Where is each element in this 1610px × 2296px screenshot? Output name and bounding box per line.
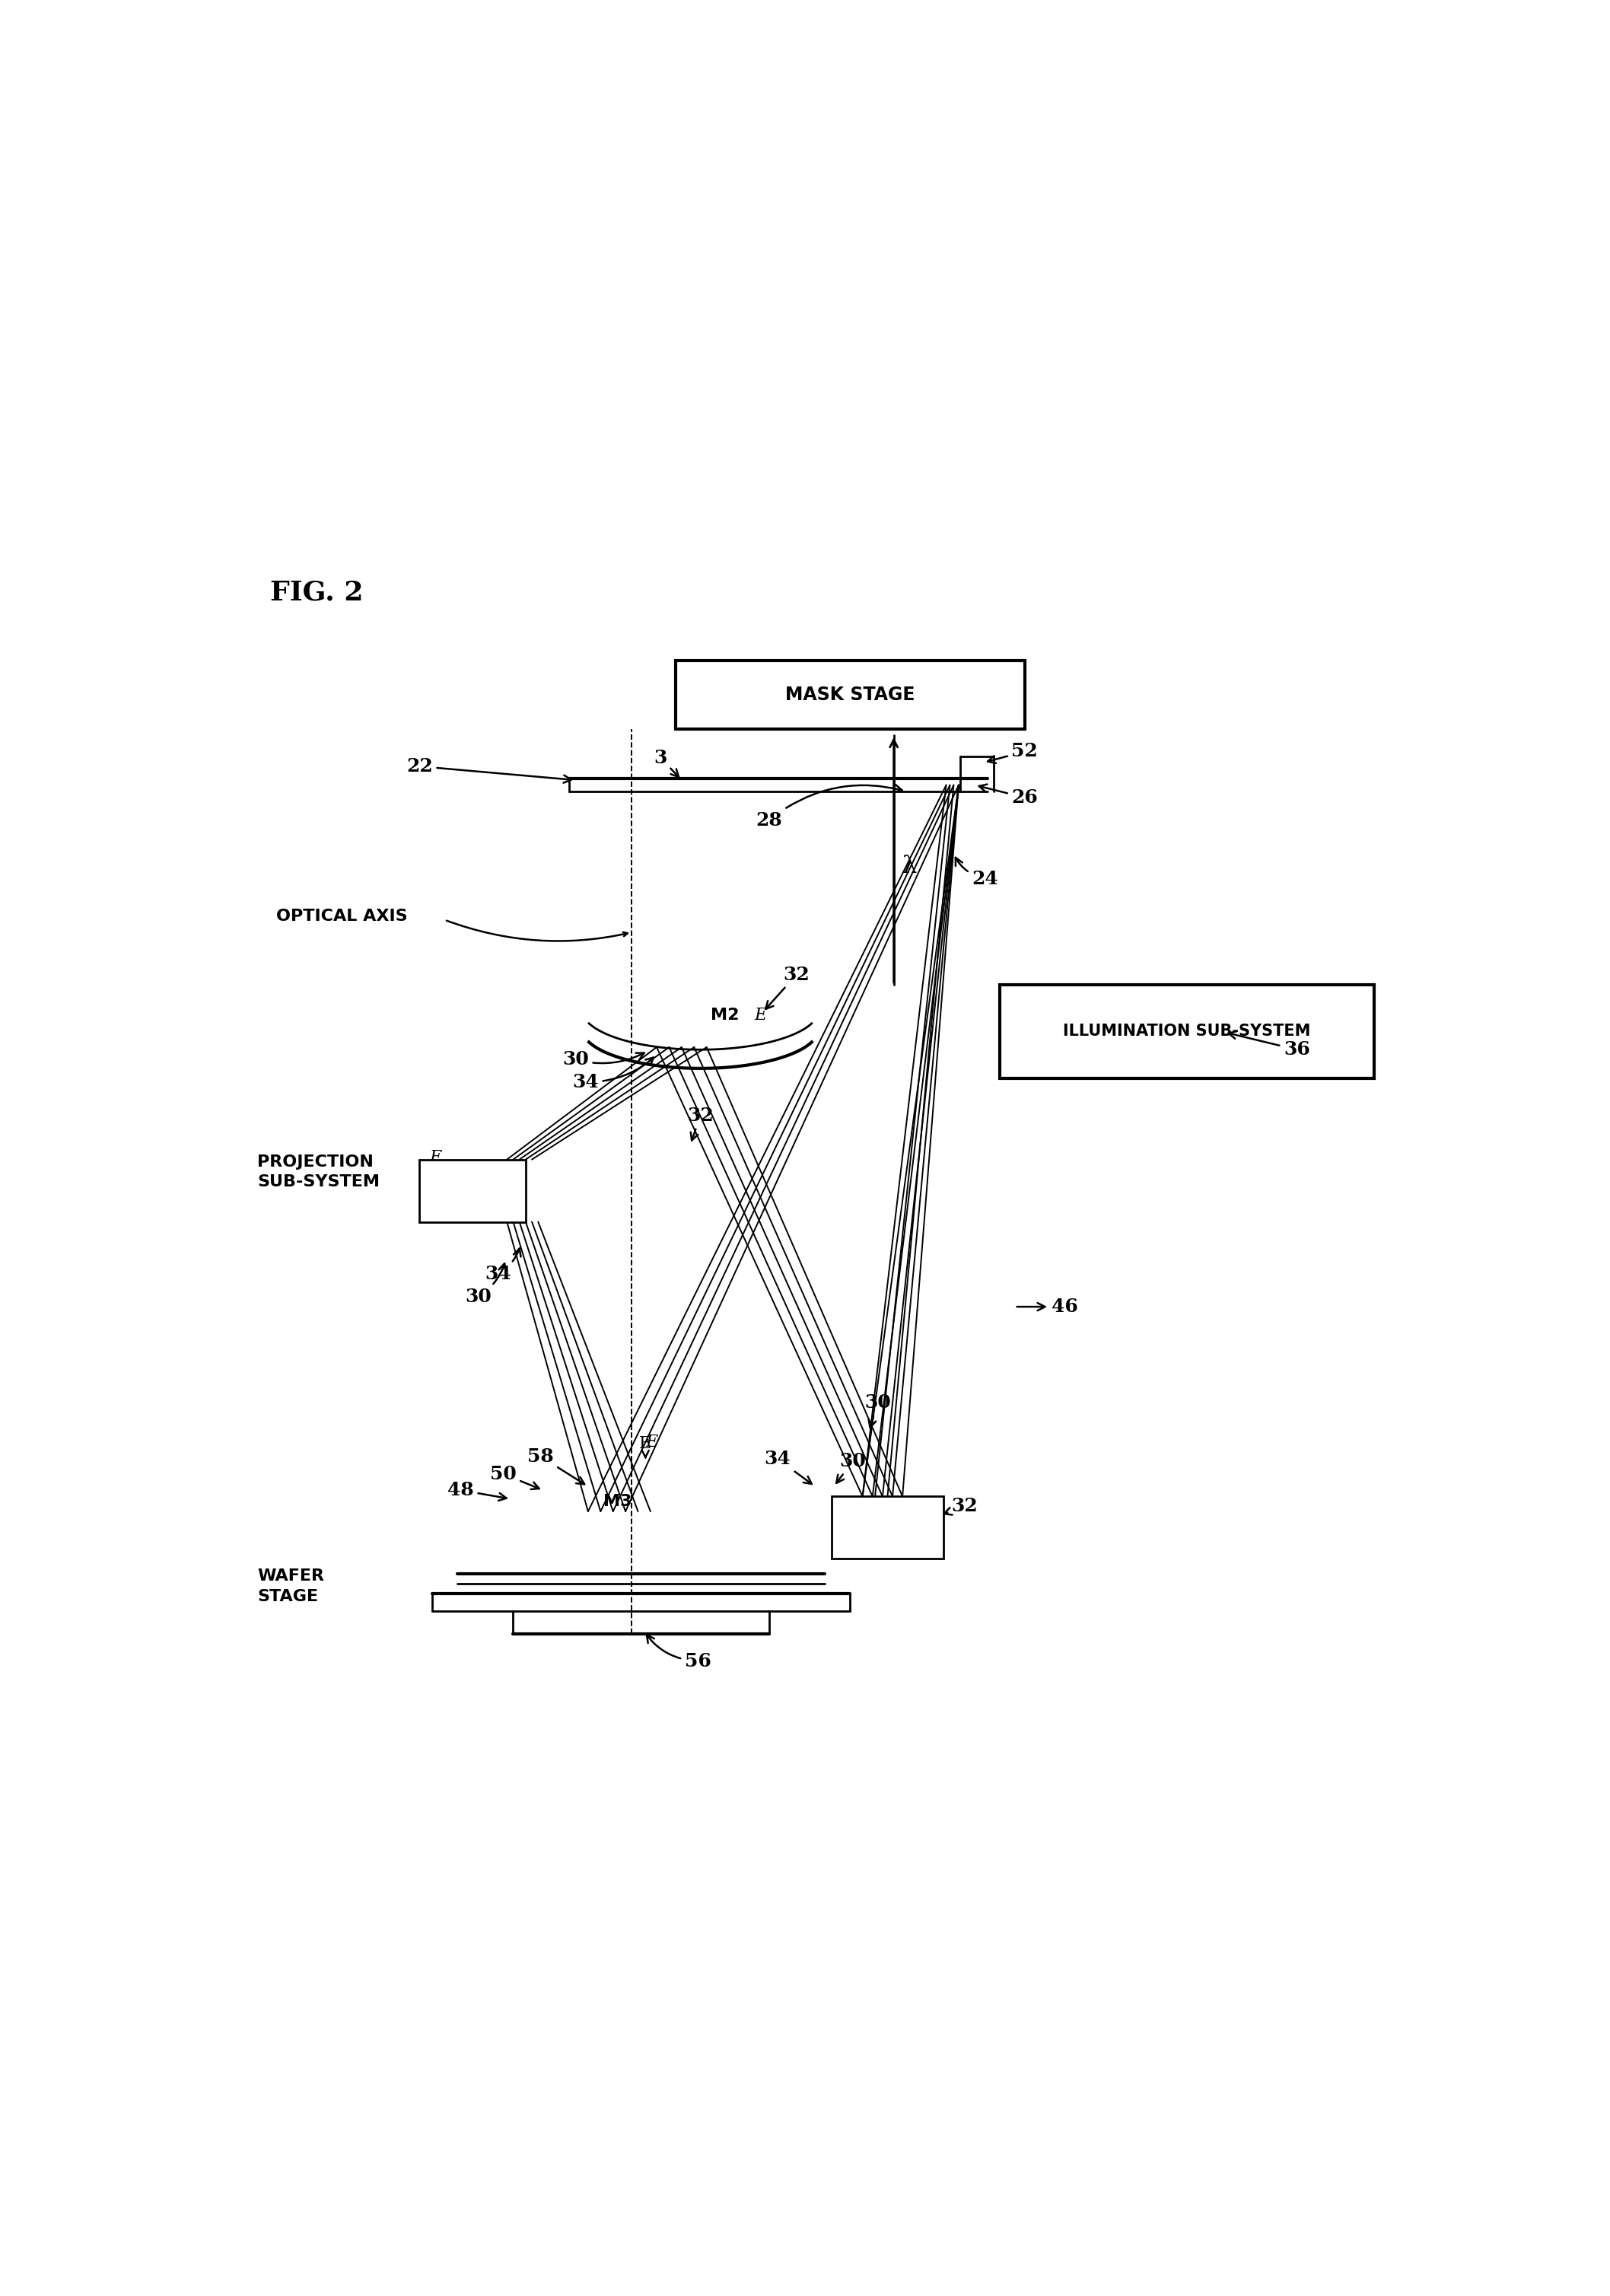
- Text: 22: 22: [406, 758, 572, 783]
- Bar: [676, 661, 1026, 728]
- Text: 3: 3: [654, 748, 679, 776]
- Text: 30: 30: [865, 1394, 890, 1428]
- Text: M2: M2: [710, 1008, 739, 1022]
- Text: 30: 30: [465, 1263, 506, 1306]
- Bar: [831, 1497, 943, 1559]
- Text: E: E: [753, 1006, 766, 1024]
- Text: 46: 46: [1018, 1297, 1079, 1316]
- Text: M3: M3: [604, 1495, 631, 1508]
- Text: 52: 52: [987, 742, 1038, 762]
- Bar: [1000, 985, 1373, 1079]
- Text: E: E: [646, 1433, 658, 1451]
- Text: 48: 48: [448, 1481, 507, 1502]
- Text: 56: 56: [647, 1635, 712, 1669]
- Text: M4: M4: [430, 1169, 459, 1185]
- Text: E: E: [639, 1435, 652, 1458]
- Text: 32: 32: [943, 1497, 979, 1515]
- Text: λ: λ: [903, 854, 918, 877]
- Text: 24: 24: [955, 856, 998, 889]
- Text: PROJECTION
SUB-SYSTEM: PROJECTION SUB-SYSTEM: [258, 1155, 380, 1189]
- Text: 58: 58: [528, 1446, 584, 1483]
- Text: M1: M1: [837, 1506, 866, 1522]
- Text: 36: 36: [1228, 1031, 1311, 1058]
- Text: 50: 50: [489, 1465, 539, 1490]
- Text: 30: 30: [837, 1453, 866, 1483]
- Text: MASK STAGE: MASK STAGE: [786, 687, 914, 705]
- Text: E: E: [837, 1527, 850, 1543]
- Text: 32: 32: [766, 967, 810, 1008]
- Text: 26: 26: [979, 785, 1038, 806]
- Bar: [420, 1159, 526, 1221]
- Text: E: E: [430, 1148, 443, 1166]
- Text: ILLUMINATION SUB-SYSTEM: ILLUMINATION SUB-SYSTEM: [1063, 1024, 1311, 1040]
- Text: 28: 28: [755, 785, 902, 829]
- Text: OPTICAL AXIS: OPTICAL AXIS: [277, 909, 407, 923]
- Text: FIG. 2: FIG. 2: [270, 579, 364, 606]
- Text: 34: 34: [572, 1058, 654, 1091]
- Text: 34: 34: [765, 1449, 811, 1483]
- Text: WAFER
STAGE: WAFER STAGE: [258, 1568, 324, 1605]
- Text: 30: 30: [562, 1052, 644, 1068]
- Text: 34: 34: [485, 1249, 522, 1283]
- Text: 32: 32: [687, 1107, 713, 1141]
